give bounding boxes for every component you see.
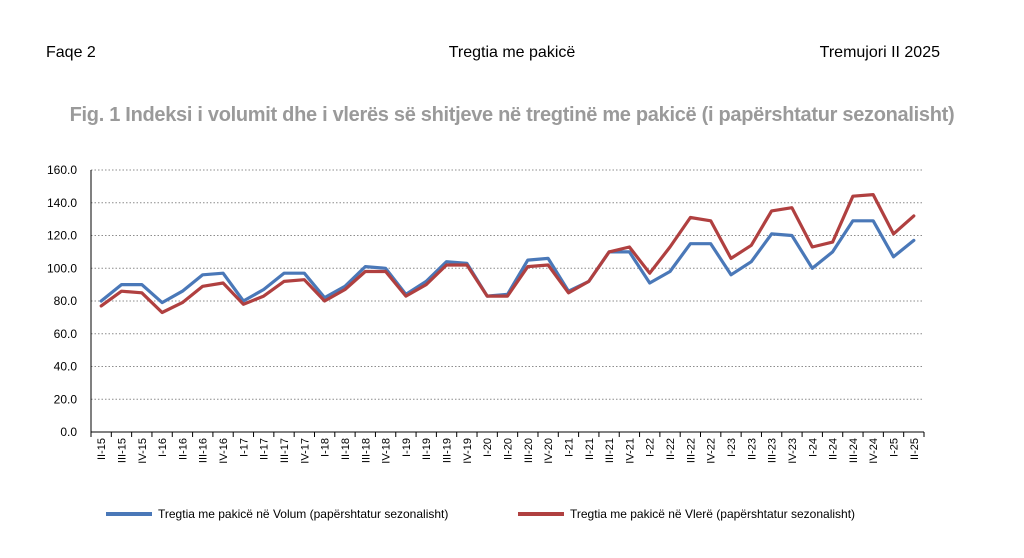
x-tick-label: IV-22 (706, 438, 718, 464)
period-label: Tremujori II 2025 (819, 44, 940, 61)
x-tick-label: I-16 (157, 438, 169, 457)
chart-title: Fig. 1 Indeksi i volumit dhe i vlerës së… (69, 104, 955, 126)
legend-swatch-value (518, 512, 564, 516)
x-tick-label: III-23 (767, 438, 779, 463)
y-tick-label: 0.0 (60, 425, 77, 439)
x-tick-label: III-19 (442, 438, 454, 463)
x-tick-label: III-16 (198, 438, 210, 463)
x-tick-label: IV-24 (868, 438, 880, 464)
x-tick-label: II-17 (259, 438, 271, 460)
x-tick-label: I-25 (889, 438, 901, 457)
x-tick-label: IV-17 (299, 438, 311, 464)
x-tick-label: III-24 (848, 438, 860, 463)
x-tick-label: III-15 (116, 438, 128, 463)
page-number: Faqe 2 (46, 44, 96, 61)
x-tick-label: II-15 (96, 438, 108, 460)
legend-label-volume: Tregtia me pakicë në Volum (papërshtatur… (158, 507, 449, 521)
legend-item-volume: Tregtia me pakicë në Volum (papërshtatur… (106, 507, 448, 521)
x-tick-label: II-20 (503, 438, 515, 460)
series-line-volume (99, 219, 916, 305)
x-tick-label: III-18 (360, 438, 372, 463)
y-tick-label: 40.0 (54, 360, 78, 374)
x-tick-label: II-19 (421, 438, 433, 460)
x-tick-label: III-21 (604, 438, 616, 463)
legend-item-value: Tregtia me pakicë në Vlerë (papërshtatur… (518, 507, 855, 521)
x-tick-label: III-20 (523, 438, 535, 463)
y-tick-label: 80.0 (54, 294, 78, 308)
x-tick-label: IV-23 (787, 438, 799, 464)
series-line-value (99, 193, 916, 315)
y-tick-label: 20.0 (54, 392, 78, 406)
legend-swatch-volume (106, 512, 152, 516)
y-tick-label: 100.0 (47, 261, 77, 275)
x-tick-label: III-22 (685, 438, 697, 463)
x-tick-label: IV-18 (381, 438, 393, 464)
x-tick-label: IV-15 (137, 438, 149, 464)
x-tick-label: II-24 (828, 438, 840, 460)
y-tick-label: 120.0 (47, 229, 77, 243)
x-tick-label: IV-21 (624, 438, 636, 464)
x-tick-label: II-23 (746, 438, 758, 460)
x-tick-label: I-21 (563, 438, 575, 457)
x-tick-label: I-22 (645, 438, 657, 457)
x-tick-label: I-23 (726, 438, 738, 457)
x-tick-label: I-18 (320, 438, 332, 457)
x-tick-label: II-18 (340, 438, 352, 460)
legend-label-value: Tregtia me pakicë në Vlerë (papërshtatur… (570, 507, 856, 521)
y-tick-label: 60.0 (54, 327, 78, 341)
y-tick-label: 160.0 (47, 163, 77, 177)
x-tick-label: I-24 (807, 438, 819, 457)
x-tick-label: IV-19 (462, 438, 474, 464)
x-tick-label: III-17 (279, 438, 291, 463)
x-tick-label: II-21 (584, 438, 596, 460)
x-tick-label: II-25 (909, 438, 921, 460)
x-tick-label: I-19 (401, 438, 413, 457)
x-tick-label: IV-16 (218, 438, 230, 464)
x-tick-label: II-16 (177, 438, 189, 460)
x-tick-label: I-20 (482, 438, 494, 457)
x-tick-label: IV-20 (543, 438, 555, 464)
x-tick-label: I-17 (238, 438, 250, 457)
x-tick-label: II-22 (665, 438, 677, 460)
y-tick-label: 140.0 (47, 196, 77, 210)
document-title: Tregtia me pakicë (448, 44, 576, 61)
